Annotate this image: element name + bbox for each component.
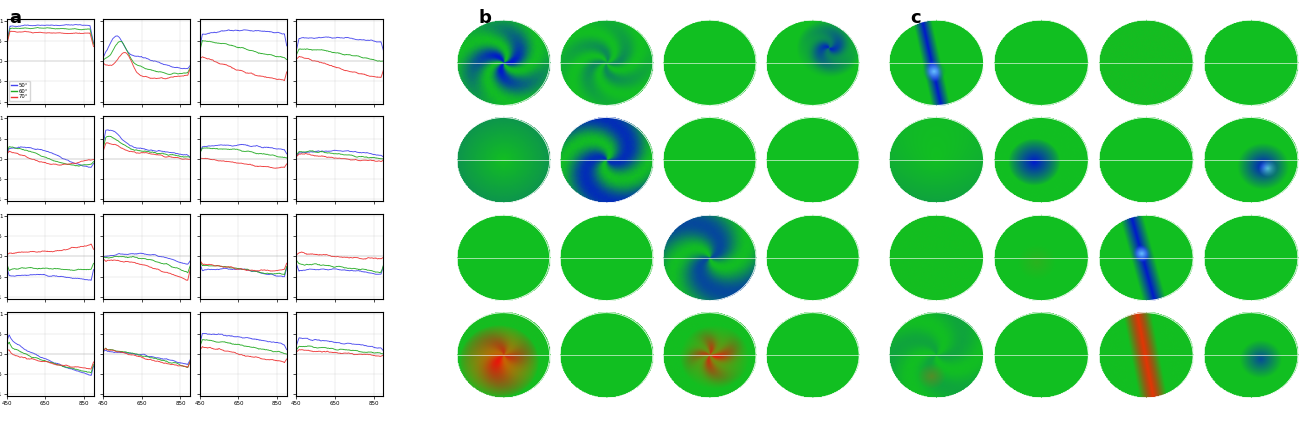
- Text: c: c: [910, 9, 921, 27]
- Legend: 50°, 60°, 70°: 50°, 60°, 70°: [9, 81, 30, 101]
- Text: a: a: [9, 9, 21, 27]
- Text: b: b: [478, 9, 491, 27]
